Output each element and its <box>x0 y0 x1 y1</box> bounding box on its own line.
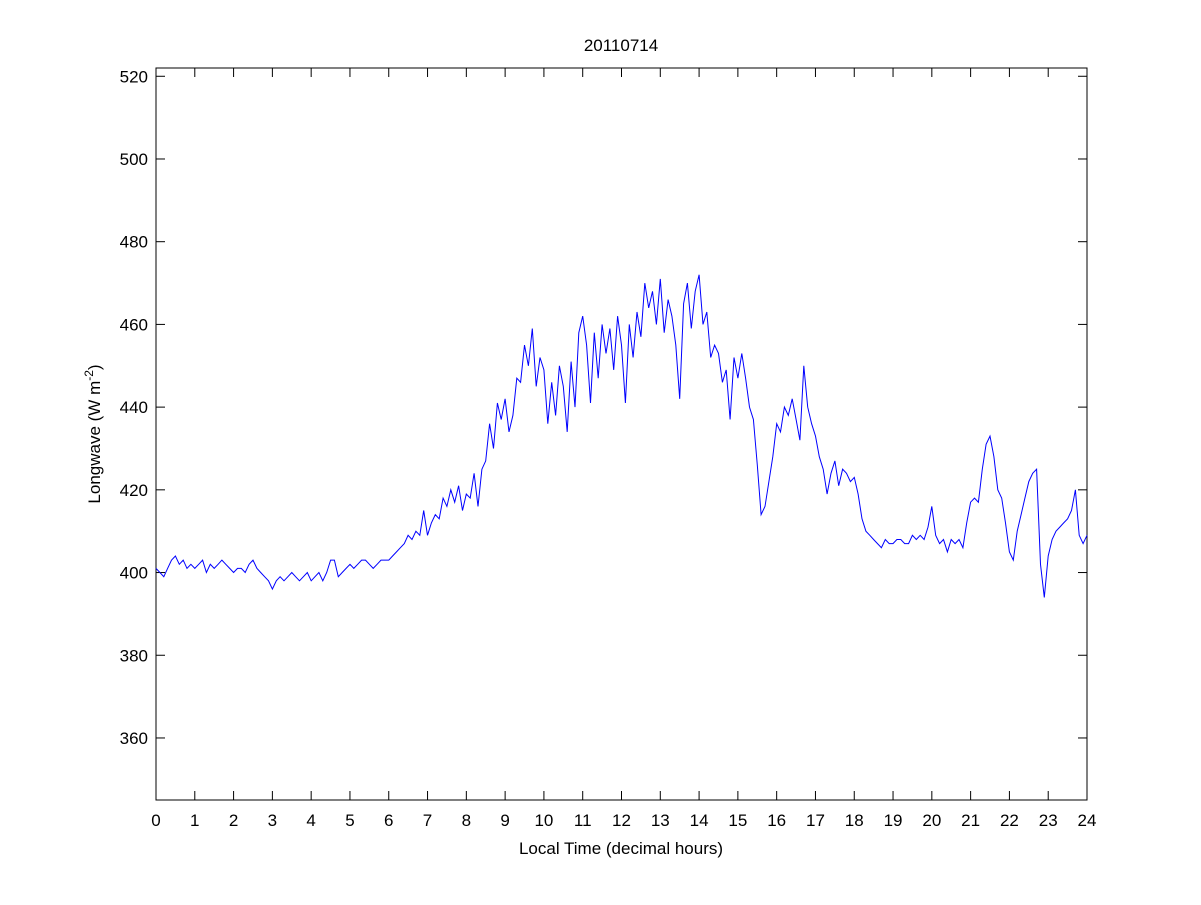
chart-title: 20110714 <box>584 36 658 55</box>
x-tick-label: 13 <box>651 811 670 830</box>
x-tick-label: 23 <box>1039 811 1058 830</box>
x-tick-label: 6 <box>384 811 393 830</box>
y-tick-label: 360 <box>120 729 148 748</box>
x-tick-label: 10 <box>534 811 553 830</box>
x-tick-label: 9 <box>500 811 509 830</box>
x-tick-label: 0 <box>151 811 160 830</box>
x-tick-label: 24 <box>1078 811 1097 830</box>
y-tick-label: 420 <box>120 481 148 500</box>
x-axis: 0 1 2 3 4 5 6 7 8 9 10 11 12 13 14 15 16 17 18 19 20 21 22 23 24 <box>151 68 1096 830</box>
x-tick-label: 16 <box>767 811 786 830</box>
x-tick-label: 3 <box>268 811 277 830</box>
x-tick-label: 8 <box>462 811 471 830</box>
y-axis-label-superscript: -2 <box>82 370 96 381</box>
y-tick-label: 500 <box>120 150 148 169</box>
y-axis-label-suffix: ) <box>85 364 104 370</box>
x-axis-label: Local Time (decimal hours) <box>519 839 723 858</box>
y-axis: 360 380 400 420 440 460 480 500 520 <box>120 67 1087 748</box>
x-tick-label: 2 <box>229 811 238 830</box>
x-tick-label: 12 <box>612 811 631 830</box>
y-tick-label: 520 <box>120 67 148 86</box>
x-tick-label: 20 <box>922 811 941 830</box>
y-tick-label: 380 <box>120 646 148 665</box>
x-tick-label: 21 <box>961 811 980 830</box>
y-tick-label: 460 <box>120 315 148 334</box>
y-axis-label: Longwave (W m-2) <box>82 364 104 503</box>
x-tick-label: 7 <box>423 811 432 830</box>
x-tick-label: 18 <box>845 811 864 830</box>
x-tick-label: 5 <box>345 811 354 830</box>
x-tick-label: 17 <box>806 811 825 830</box>
y-tick-label: 400 <box>120 564 148 583</box>
x-tick-label: 15 <box>728 811 747 830</box>
plot-area <box>155 67 1088 801</box>
longwave-series-line <box>155 274 1088 598</box>
y-tick-label: 480 <box>120 233 148 252</box>
y-axis-label-main: Longwave (W m <box>85 381 104 504</box>
y-tick-label: 440 <box>120 398 148 417</box>
x-tick-label: 4 <box>306 811 315 830</box>
x-tick-label: 1 <box>190 811 199 830</box>
x-tick-label: 11 <box>574 811 592 830</box>
x-tick-label: 19 <box>884 811 903 830</box>
x-tick-label: 22 <box>1000 811 1019 830</box>
x-tick-label: 14 <box>690 811 709 830</box>
